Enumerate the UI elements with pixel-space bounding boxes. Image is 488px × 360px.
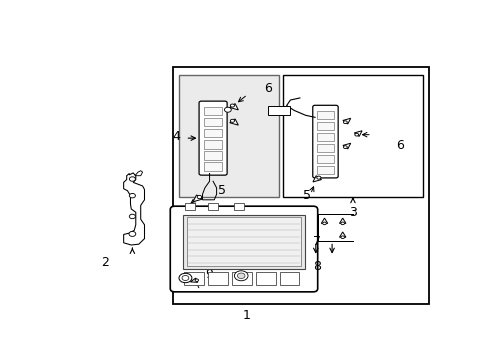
Text: 7: 7 — [312, 235, 320, 248]
Polygon shape — [354, 131, 361, 136]
Text: 6: 6 — [396, 139, 404, 152]
Circle shape — [230, 104, 234, 107]
Circle shape — [129, 214, 135, 219]
Circle shape — [195, 279, 198, 282]
Circle shape — [343, 121, 346, 123]
Circle shape — [234, 271, 247, 281]
Circle shape — [343, 146, 346, 149]
Polygon shape — [321, 218, 327, 223]
Bar — [203, 118, 222, 126]
Bar — [203, 162, 222, 171]
FancyBboxPatch shape — [170, 206, 317, 292]
Polygon shape — [229, 104, 238, 110]
Text: 6: 6 — [263, 82, 271, 95]
Circle shape — [237, 273, 244, 279]
Bar — [186, 217, 301, 266]
Bar — [232, 272, 251, 285]
Bar — [178, 75, 279, 197]
Circle shape — [340, 222, 344, 225]
Text: 3: 3 — [348, 206, 356, 219]
Bar — [203, 151, 222, 159]
FancyBboxPatch shape — [312, 105, 338, 178]
Polygon shape — [312, 176, 321, 182]
Bar — [282, 75, 422, 197]
Bar — [183, 215, 304, 269]
Bar — [279, 272, 299, 285]
Circle shape — [354, 133, 358, 136]
Bar — [184, 272, 203, 285]
Text: 1: 1 — [243, 309, 250, 322]
Polygon shape — [342, 143, 350, 149]
Circle shape — [179, 273, 191, 283]
Bar — [208, 272, 227, 285]
Text: 5: 5 — [218, 184, 226, 197]
Bar — [317, 144, 333, 152]
Bar — [267, 106, 290, 114]
Circle shape — [129, 193, 135, 198]
Bar — [317, 154, 333, 163]
Circle shape — [322, 222, 325, 225]
Circle shape — [197, 195, 202, 199]
Polygon shape — [190, 278, 198, 282]
Bar — [207, 203, 217, 210]
Polygon shape — [342, 118, 350, 124]
Circle shape — [129, 231, 136, 237]
Bar — [317, 111, 333, 119]
Text: 5: 5 — [303, 189, 311, 202]
Circle shape — [230, 119, 234, 122]
Bar — [317, 132, 333, 141]
Bar — [234, 203, 244, 210]
Polygon shape — [229, 119, 238, 125]
Bar — [317, 166, 333, 174]
Circle shape — [224, 107, 231, 112]
Polygon shape — [339, 232, 345, 237]
Circle shape — [340, 236, 344, 239]
Text: 4: 4 — [172, 130, 180, 143]
Bar — [173, 67, 428, 304]
Circle shape — [316, 176, 320, 179]
Text: 8: 8 — [312, 260, 320, 273]
Text: 9: 9 — [204, 268, 212, 281]
Bar — [317, 122, 333, 130]
Bar — [203, 140, 222, 149]
Bar — [203, 129, 222, 138]
Bar — [184, 203, 195, 210]
Polygon shape — [339, 218, 345, 223]
Bar — [255, 272, 275, 285]
FancyBboxPatch shape — [199, 101, 226, 175]
Polygon shape — [193, 195, 202, 202]
Text: 2: 2 — [101, 256, 108, 269]
Circle shape — [129, 177, 135, 181]
Bar — [203, 107, 222, 115]
